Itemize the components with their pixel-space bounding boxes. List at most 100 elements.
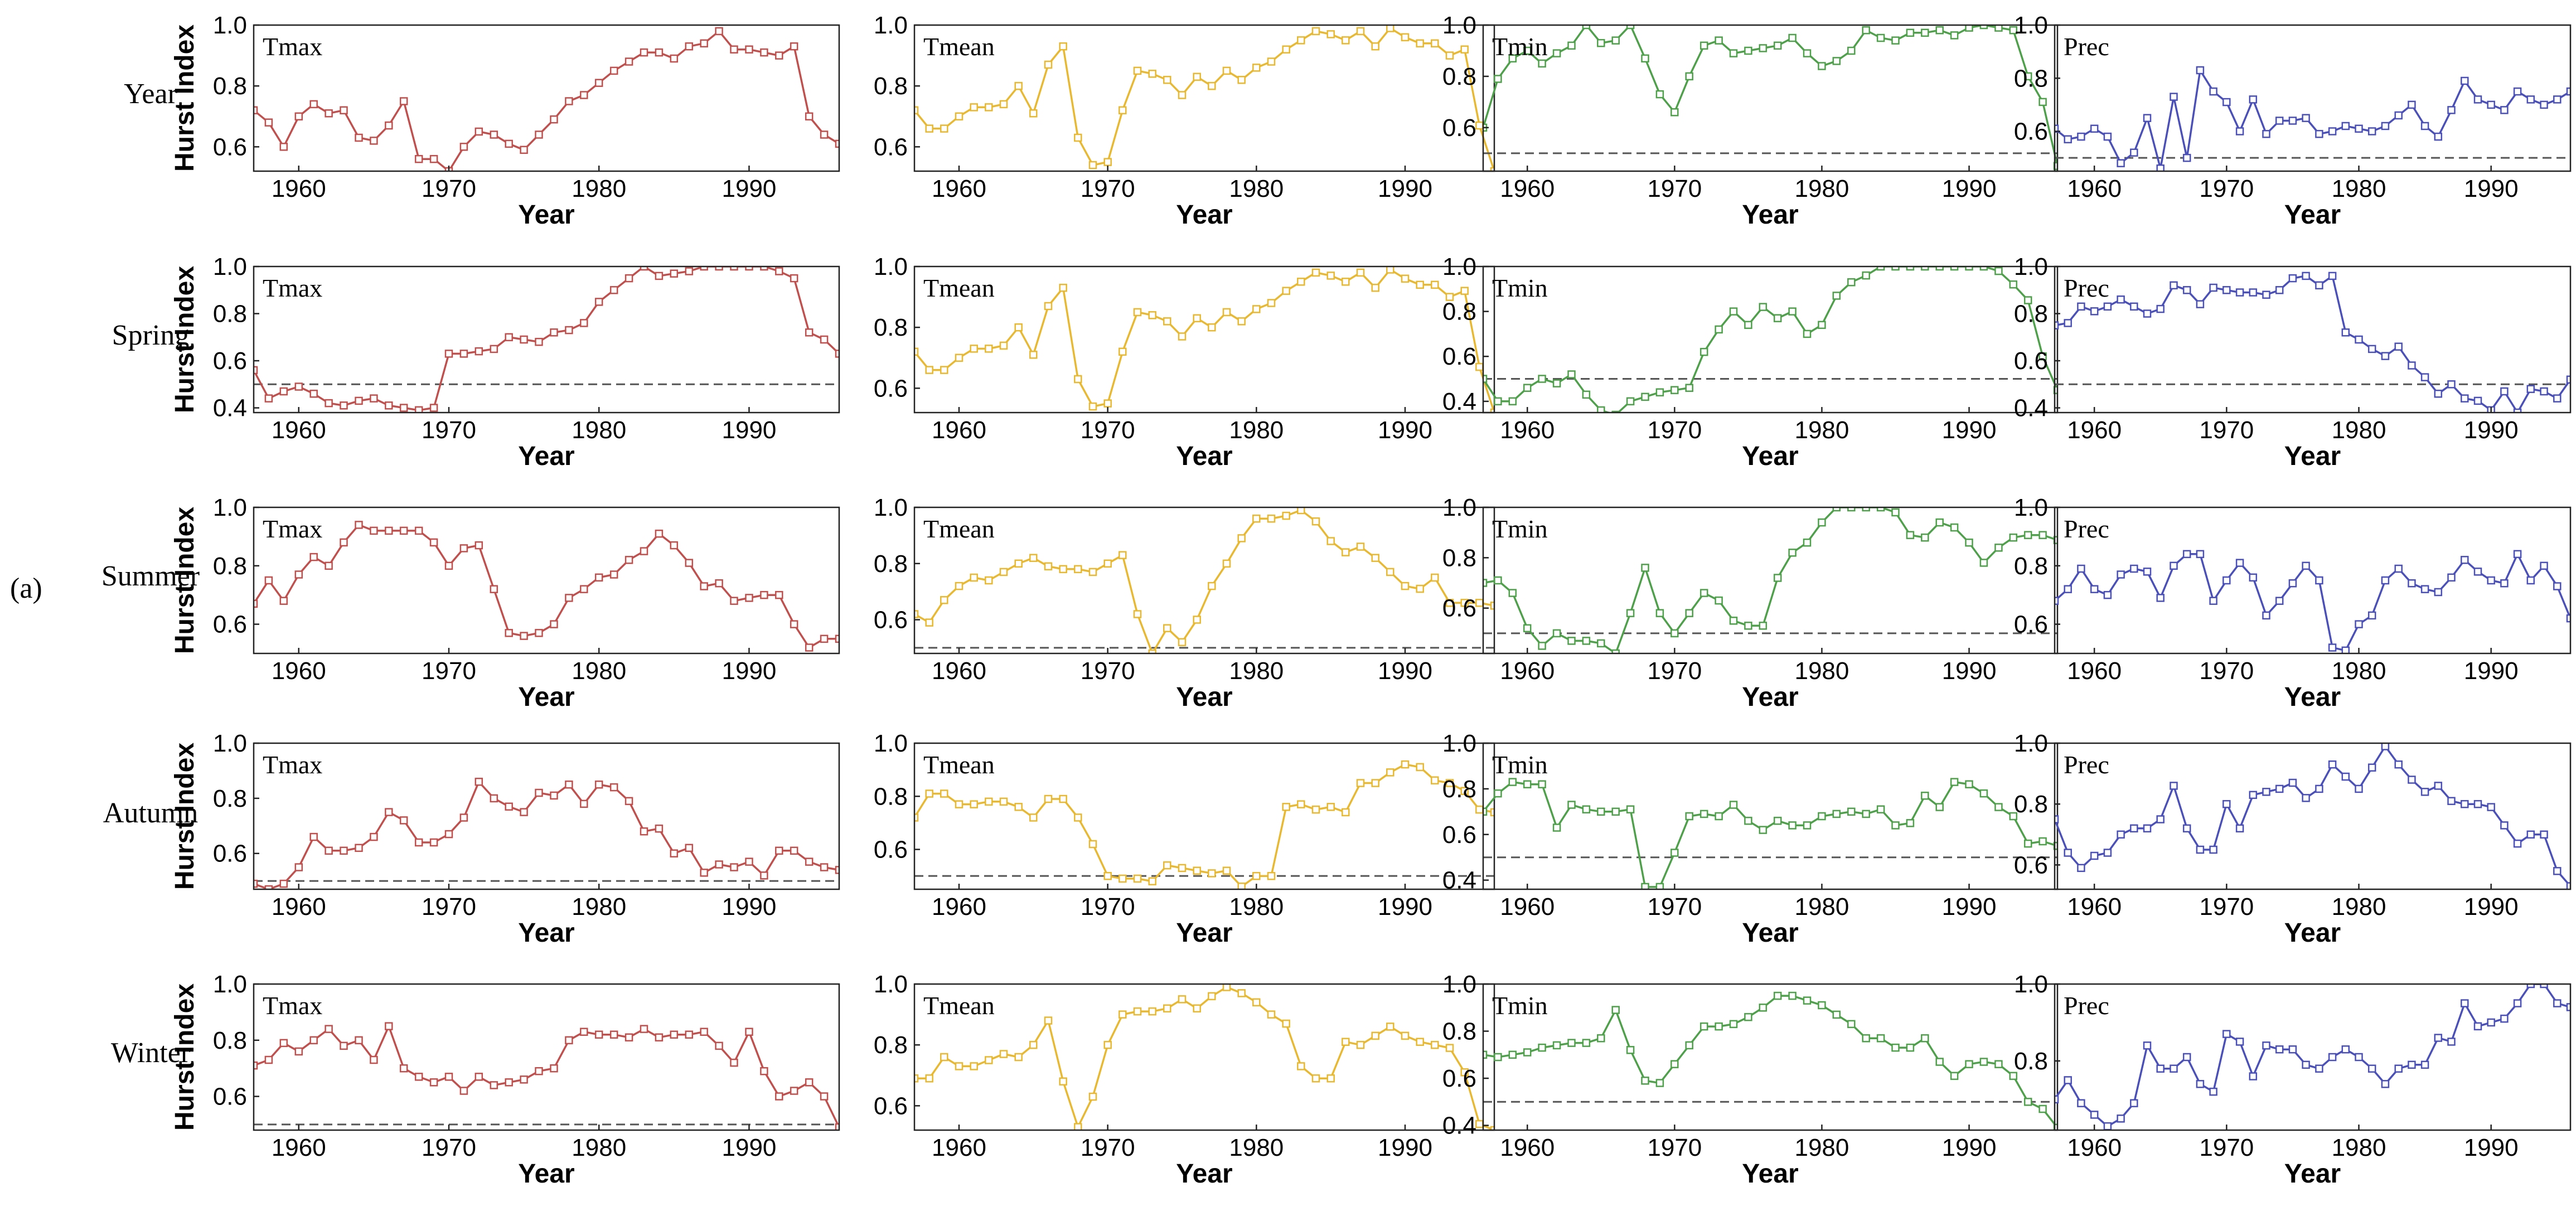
data-point-1988: [1371, 779, 1379, 787]
data-point-1963: [2130, 302, 2138, 311]
data-point-1974: [1163, 624, 1171, 632]
data-point-1962: [325, 399, 333, 408]
data-point-1967: [2182, 1053, 2191, 1062]
data-point-1966: [1044, 794, 1053, 803]
data-point-1986: [685, 42, 694, 51]
data-point-1972: [474, 541, 483, 550]
y-tick-label: 0.4: [1442, 867, 1476, 894]
data-point-1971: [2235, 559, 2244, 567]
data-point-1976: [2302, 272, 2310, 280]
data-point-1995: [1475, 362, 1484, 371]
data-point-1985: [670, 541, 679, 550]
plot-frame: [1482, 742, 2059, 890]
x-tick-label: 1980: [572, 657, 626, 685]
data-point-1995: [2038, 531, 2047, 539]
data-point-1991: [760, 590, 768, 599]
data-point-1966: [2170, 561, 2178, 570]
data-point-1962: [2117, 570, 2125, 579]
y-axis-label: Hurst Index: [170, 25, 200, 172]
data-point-1981: [1267, 871, 1276, 880]
y-tick-label: 1.0: [2014, 730, 2048, 757]
data-point-1959: [940, 596, 948, 604]
data-point-1996: [835, 350, 839, 358]
data-point-1996: [835, 866, 839, 874]
data-point-1989: [730, 45, 738, 54]
data-point-1958: [925, 618, 933, 627]
data-point-1985: [1326, 272, 1335, 280]
plot-frame: [1482, 506, 2059, 655]
y-tick-label: 1.0: [213, 971, 247, 998]
data-point-1981: [1832, 1010, 1841, 1019]
data-point-1978: [2328, 127, 2337, 135]
data-point-1967: [2182, 286, 2191, 294]
data-point-1985: [670, 1030, 679, 1039]
data-point-1958: [1494, 576, 1502, 585]
y-tick-label: 1.0: [213, 253, 247, 280]
panel-year-tmean: 1960 1970 1980 1990 0.6 0.8 1.0 Year Tmean: [874, 12, 1495, 230]
data-point-1988: [1371, 283, 1379, 292]
data-point-1993: [2526, 385, 2535, 393]
data-point-1971: [459, 813, 468, 822]
data-point-1984: [655, 529, 664, 538]
data-point-1976: [2302, 1060, 2310, 1069]
data-point-1961: [1538, 642, 1546, 650]
data-point-1969: [1655, 90, 1664, 99]
panel-spring-prec: 1960 1970 1980 1990 0.4 0.6 0.8 1.0 Year Prec: [2014, 253, 2572, 471]
data-point-1975: [520, 632, 528, 640]
data-point-1983: [2394, 1064, 2403, 1073]
data-point-1970: [1103, 1040, 1112, 1049]
data-point-1980: [2355, 335, 2363, 344]
data-point-1978: [2328, 272, 2337, 280]
data-point-1992: [1994, 25, 2003, 32]
row-labels: Year Spring Summer Autumn Winter: [101, 78, 200, 1069]
data-point-1987: [2447, 573, 2456, 582]
x-axis-label: Year: [2284, 200, 2341, 230]
data-point-1996: [2566, 375, 2570, 384]
data-point-1982: [2381, 1080, 2390, 1088]
data-point-1961: [970, 345, 978, 353]
data-point-1972: [2249, 95, 2258, 104]
data-point-1985: [670, 269, 679, 278]
data-point-1974: [1163, 861, 1171, 870]
x-axis-label: Year: [518, 682, 574, 712]
plot-frame: [913, 506, 1495, 655]
data-point-1982: [624, 1033, 633, 1041]
data-point-1980: [1252, 514, 1261, 523]
data-point-1992: [1994, 803, 2003, 811]
data-point-1977: [1773, 816, 1782, 825]
y-tick-label: 0.8: [874, 1031, 908, 1059]
data-point-1991: [760, 1067, 768, 1075]
data-point-1991: [2500, 1014, 2509, 1023]
x-tick-label: 1990: [2464, 657, 2519, 685]
data-point-1992: [1994, 544, 2003, 552]
data-point-1959: [279, 1039, 288, 1048]
series-tmean: [914, 984, 1494, 1130]
x-axis-label: Year: [2284, 1159, 2341, 1189]
data-point-1971: [1118, 1010, 1127, 1019]
data-point-1965: [2156, 304, 2165, 313]
y-tick-label: 0.8: [2014, 301, 2048, 328]
y-tick-label: 0.4: [1442, 388, 1476, 415]
x-axis-label: Year: [1742, 200, 1798, 230]
data-point-1975: [2288, 1045, 2297, 1054]
series-line: [1483, 25, 2057, 167]
panel-summer-tmax: 1960 1970 1980 1990 0.6 0.8 1.0 Year Tmax Hurst I…: [170, 494, 840, 712]
data-point-1961: [970, 1062, 978, 1070]
data-point-1972: [2249, 573, 2258, 582]
data-point-1976: [1193, 1004, 1201, 1012]
data-point-1985: [670, 849, 679, 857]
y-tick-label: 0.6: [874, 607, 908, 634]
data-point-1960: [2090, 1111, 2099, 1119]
data-point-1968: [1074, 813, 1082, 822]
data-point-1988: [2461, 800, 2469, 808]
x-tick-label: 1980: [1229, 1134, 1284, 1161]
data-point-1994: [2023, 72, 2032, 81]
data-point-1983: [1297, 36, 1305, 45]
data-point-1971: [459, 544, 468, 553]
data-point-1985: [2420, 122, 2429, 130]
data-point-1967: [1059, 565, 1067, 574]
data-point-1967: [2182, 153, 2191, 162]
plot-frame: [253, 24, 840, 172]
data-point-1971: [1685, 812, 1693, 821]
data-point-1982: [624, 57, 633, 66]
